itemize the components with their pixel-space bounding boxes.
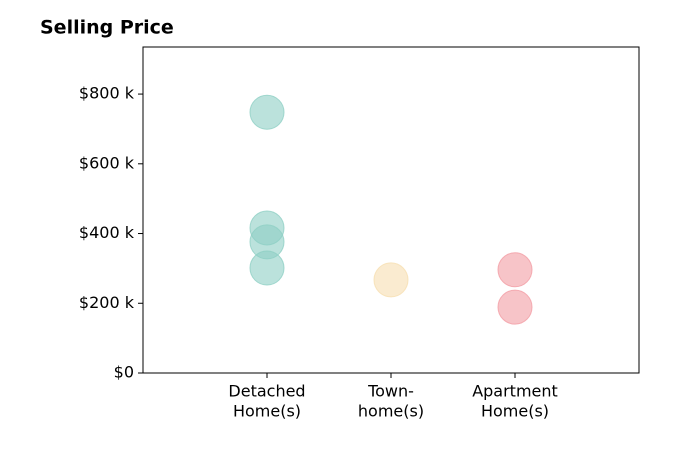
chart-title: Selling Price — [40, 17, 174, 39]
x-tick-label: Home(s) — [233, 402, 301, 421]
point — [249, 94, 285, 130]
point — [497, 289, 533, 325]
point — [249, 250, 285, 286]
point — [373, 262, 409, 298]
y-tick-label: $600 k — [79, 153, 135, 172]
x-tick-label: Town- — [367, 382, 414, 401]
y-tick-label: $800 k — [79, 84, 135, 103]
x-tick-label: Apartment — [472, 382, 558, 401]
x-tick-label: home(s) — [358, 402, 424, 421]
plot-frame — [142, 46, 640, 374]
y-tick-label: $400 k — [79, 223, 135, 242]
x-tick-label: Home(s) — [481, 402, 549, 421]
y-tick-label: $0 — [114, 363, 134, 382]
point — [497, 252, 533, 288]
x-tick-label: Detached — [228, 382, 305, 401]
y-tick-label: $200 k — [79, 293, 135, 312]
